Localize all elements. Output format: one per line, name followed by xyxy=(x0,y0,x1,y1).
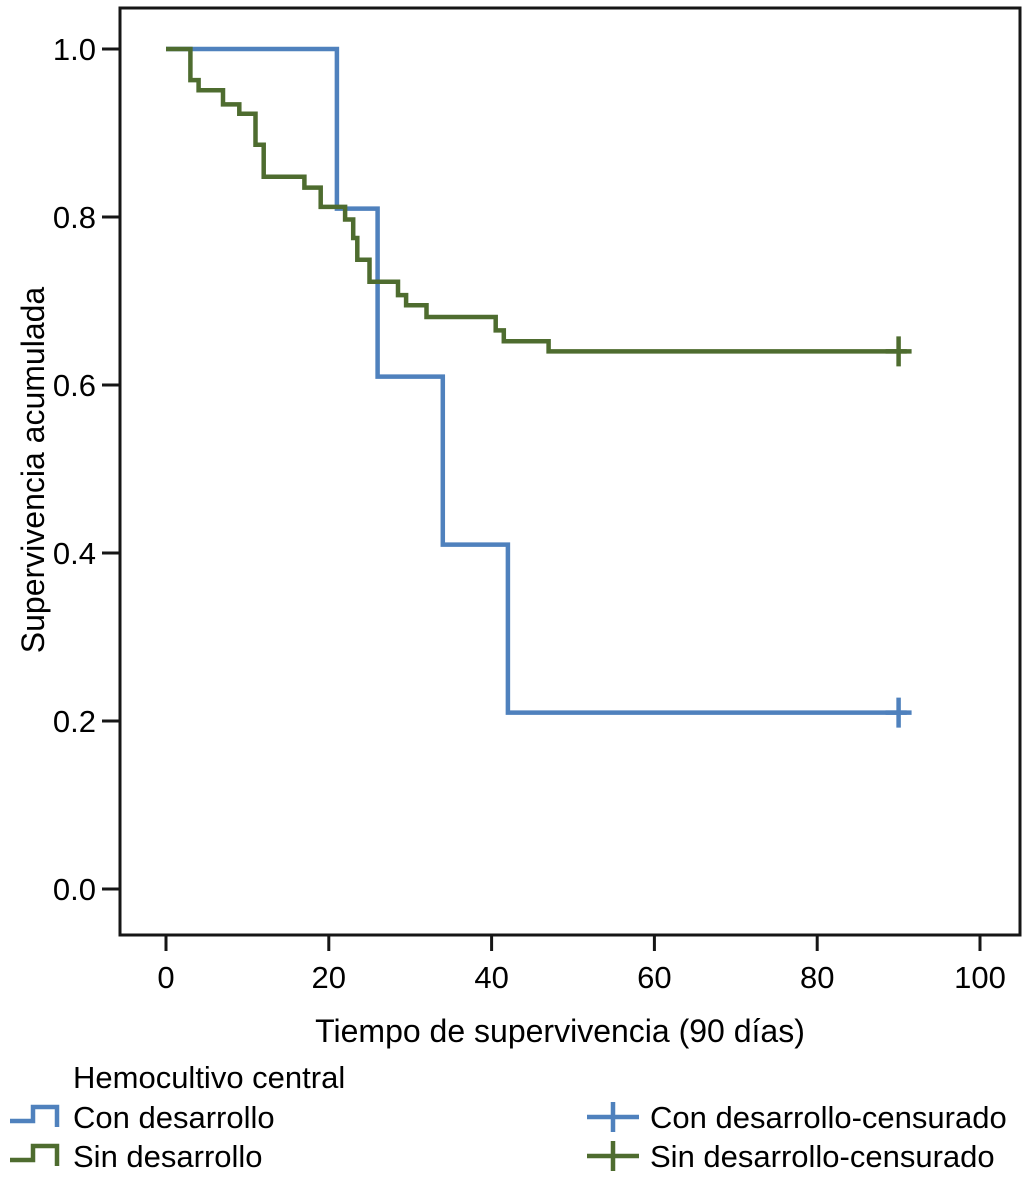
x-tick-label: 0 xyxy=(157,960,174,995)
censor-mark xyxy=(885,336,912,367)
x-tick-label: 20 xyxy=(312,960,346,995)
plot-area: 0 20 40 60 80 100 0.0 0.2 0.4 0.6 0.8 1.0 Tiempo de … xyxy=(15,6,1022,1049)
legend-item-sin-desarrollo-censurado: Sin desarrollo-censurado xyxy=(585,1139,995,1173)
x-axis-title: Tiempo de supervivencia (90 días) xyxy=(315,1013,805,1049)
legend: Hemocultivo central Con desarrollo Sin d… xyxy=(0,1056,1024,1185)
legend-item-sin-desarrollo: Sin desarrollo xyxy=(8,1139,263,1173)
y-tick-label: 0.6 xyxy=(53,368,96,403)
y-axis-title: Supervivencia acumulada xyxy=(15,287,51,654)
legend-item-label: Sin desarrollo xyxy=(73,1138,263,1174)
legend-item-label: Sin desarrollo-censurado xyxy=(650,1138,995,1174)
legend-item-con-desarrollo: Con desarrollo xyxy=(8,1100,275,1134)
x-tick-label: 80 xyxy=(800,960,834,995)
y-tick-label: 0.2 xyxy=(53,704,96,739)
censor-mark xyxy=(885,697,912,728)
censor-plus-icon xyxy=(587,1102,639,1132)
x-tick-label: 100 xyxy=(954,960,1006,995)
censor-plus-icon xyxy=(587,1141,639,1171)
y-tick-label: 0.4 xyxy=(53,536,96,571)
y-tick-label: 0.0 xyxy=(53,872,96,907)
survival-curve-sin-desarrollo xyxy=(166,46,907,354)
y-tick-label: 1.0 xyxy=(53,32,96,67)
legend-item-con-desarrollo-censurado: Con desarrollo-censurado xyxy=(585,1100,1007,1134)
step-line-icon xyxy=(10,1104,60,1127)
legend-title: Hemocultivo central xyxy=(73,1060,346,1095)
step-line-icon xyxy=(10,1143,60,1166)
legend-item-label: Con desarrollo-censurado xyxy=(650,1099,1007,1135)
legend-item-label: Con desarrollo xyxy=(73,1099,275,1135)
x-tick-label: 40 xyxy=(474,960,508,995)
x-tick-label: 60 xyxy=(637,960,671,995)
plot-frame xyxy=(118,6,1022,937)
y-tick-label: 0.8 xyxy=(53,200,96,235)
survival-curve-con-desarrollo xyxy=(166,46,907,715)
